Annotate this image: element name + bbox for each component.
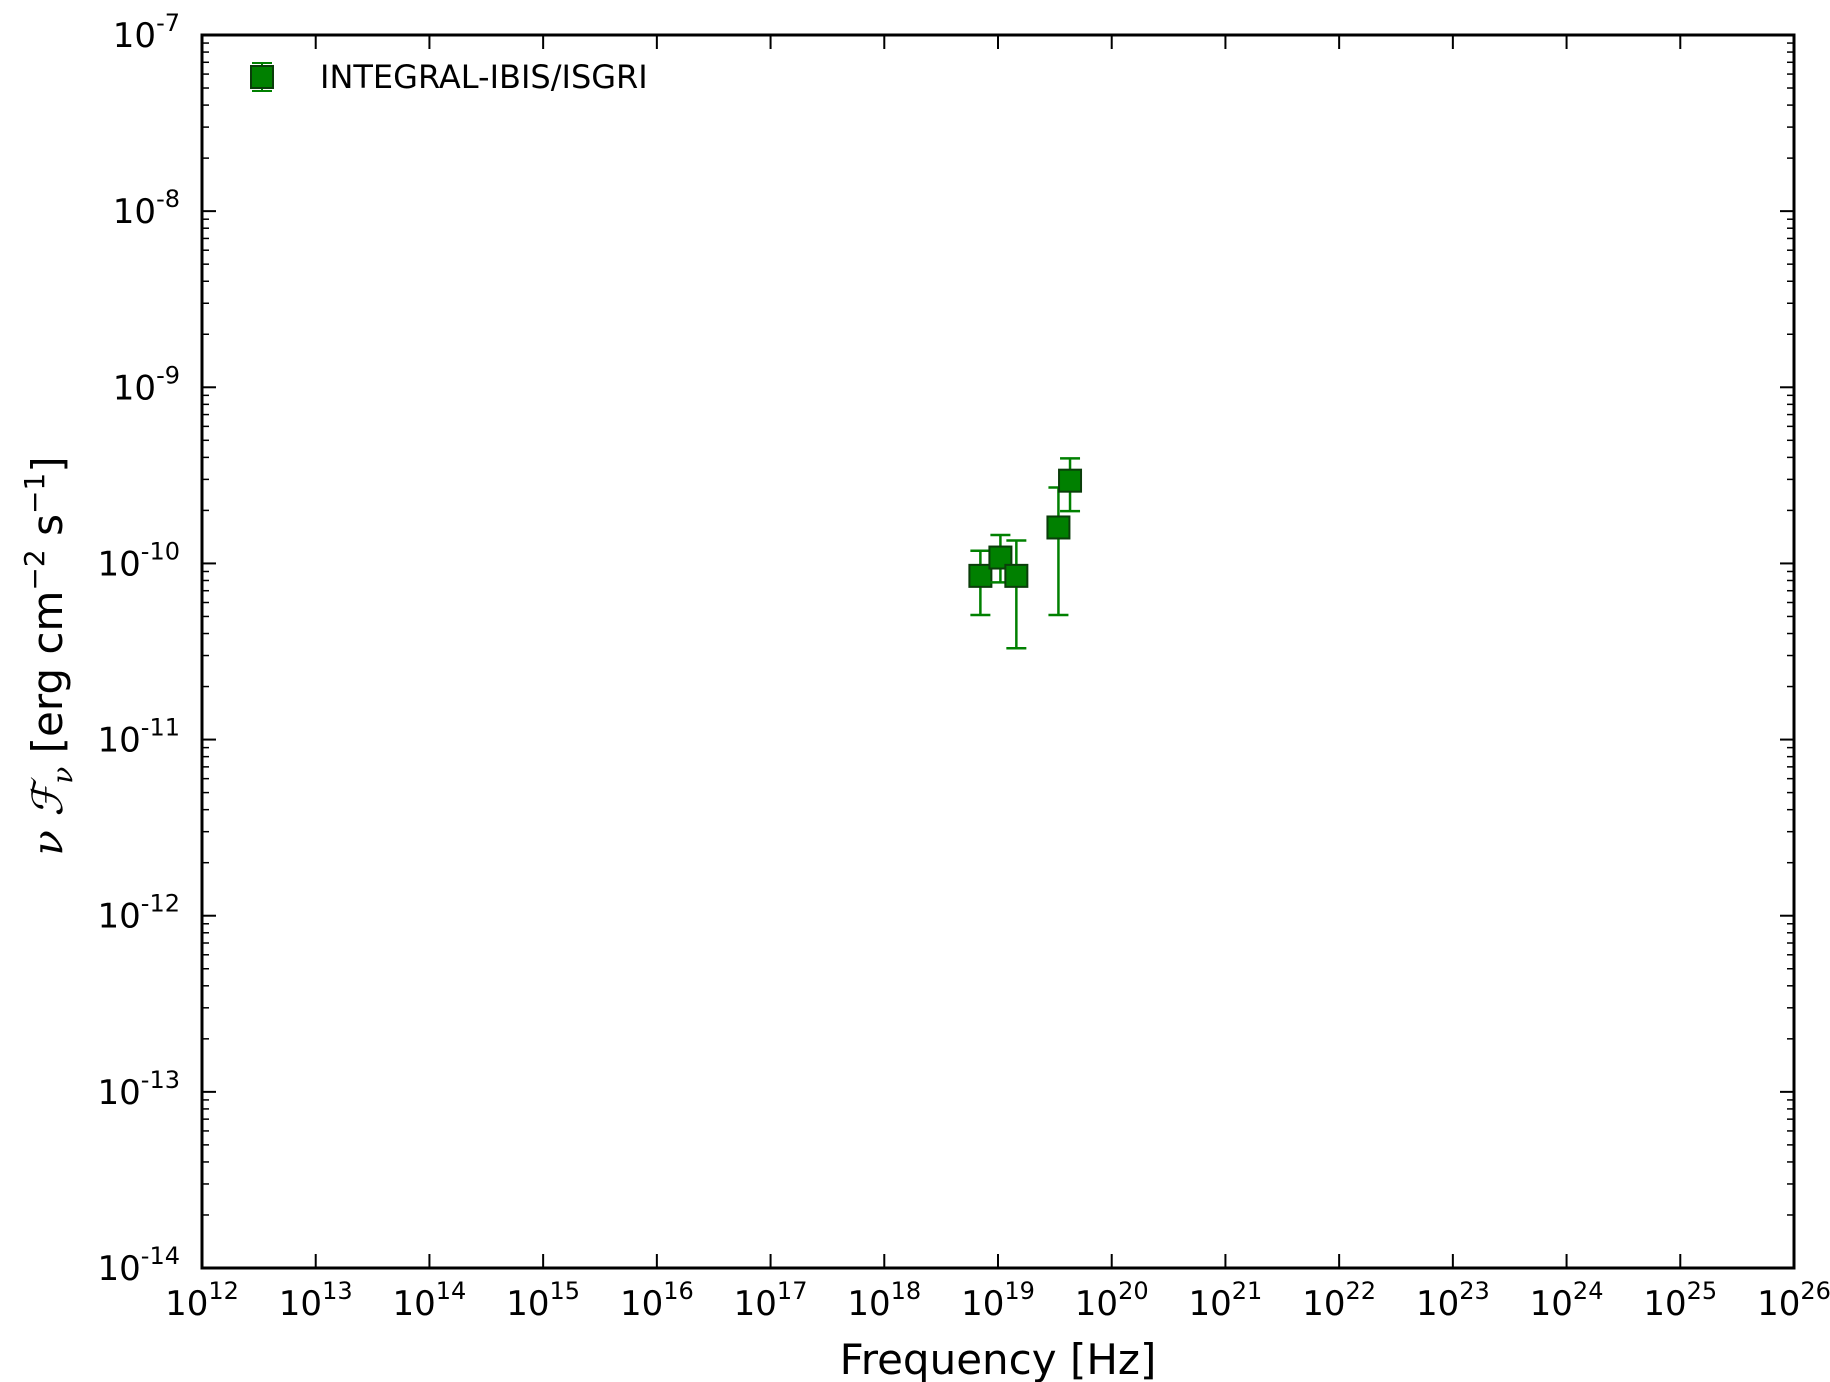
- x-tick-label: 1017: [734, 1277, 808, 1324]
- y-tick-label-exp: -9: [156, 361, 180, 389]
- x-tick-label-exp: 14: [436, 1277, 467, 1305]
- x-tick-label: 1025: [1643, 1277, 1717, 1324]
- data-point: [1058, 457, 1083, 513]
- x-tick-label-exp: 17: [777, 1277, 808, 1305]
- y-axis-title-units-open: [erg cm: [23, 591, 72, 767]
- y-axis-title-exp2: −1: [18, 473, 51, 514]
- x-tick-label-exp: 26: [1800, 1277, 1830, 1305]
- x-tick-label-exp: 18: [891, 1277, 922, 1305]
- x-axis-title: Frequency [Hz]: [840, 1335, 1157, 1382]
- data-layer: [968, 457, 1083, 650]
- y-tick-label-base: 10: [98, 897, 141, 937]
- y-axis-title: ν ℱν [erg cm−2 s−1]: [18, 456, 79, 855]
- y-axis-title-math: ν ℱ: [23, 777, 72, 856]
- y-tick-label-exp: -14: [141, 1242, 180, 1270]
- y-tick-label-exp: -10: [141, 537, 180, 565]
- data-point-marker: [1004, 563, 1029, 588]
- x-tick-label: 1020: [1075, 1277, 1149, 1324]
- x-tick-label: 1018: [847, 1277, 921, 1324]
- x-tick-label-base: 10: [1075, 1284, 1118, 1324]
- y-tick-label-exp: -7: [156, 9, 180, 37]
- x-tick-label-base: 10: [1302, 1284, 1345, 1324]
- y-axis-title-units-close: ]: [23, 456, 72, 472]
- x-tick-label-base: 10: [847, 1284, 890, 1324]
- x-tick-label-exp: 13: [322, 1277, 353, 1305]
- y-axis-title-sub: ν: [46, 767, 79, 784]
- y-tick-label: 10-8: [113, 185, 180, 232]
- x-tick-label-exp: 21: [1232, 1277, 1263, 1305]
- x-tick-label-base: 10: [961, 1284, 1004, 1324]
- y-tick-label: 10-9: [113, 361, 180, 408]
- x-tick-label: 1023: [1416, 1277, 1490, 1324]
- x-tick-label-base: 10: [279, 1284, 322, 1324]
- data-point-marker: [1058, 468, 1083, 493]
- x-tick-labels: 1012 1013 1014 1015 1016 1017 1018 1019 1020 1021…: [165, 1277, 1830, 1324]
- y-axis-title-exp1: −2: [18, 549, 51, 590]
- y-tick-label-exp: -12: [141, 890, 180, 918]
- x-tick-label-base: 10: [1530, 1284, 1573, 1324]
- y-tick-label: 10-10: [98, 537, 180, 584]
- y-tick-label: 10-12: [98, 890, 180, 937]
- y-tick-label: 10-13: [98, 1066, 180, 1113]
- y-tick-label: 10-14: [98, 1242, 180, 1289]
- data-point-marker: [988, 545, 1013, 570]
- y-tick-label-exp: -11: [141, 714, 180, 742]
- x-tick-label-base: 10: [1189, 1284, 1232, 1324]
- x-tick-label: 1014: [393, 1277, 467, 1324]
- x-tick-label: 1012: [165, 1277, 239, 1324]
- x-tick-label-exp: 16: [663, 1277, 694, 1305]
- x-tick-label-exp: 12: [208, 1277, 239, 1305]
- y-tick-label: 10-7: [113, 9, 180, 56]
- legend-marker: [250, 65, 274, 89]
- x-tick-label-exp: 25: [1687, 1277, 1718, 1305]
- x-tick-label: 1026: [1757, 1277, 1830, 1324]
- y-tick-label-exp: -13: [141, 1066, 180, 1094]
- x-tick-label: 1021: [1189, 1277, 1263, 1324]
- data-point-marker: [1046, 515, 1071, 540]
- x-tick-label: 1015: [506, 1277, 580, 1324]
- y-tick-label-base: 10: [113, 368, 156, 408]
- y-tick-label-base: 10: [113, 16, 156, 56]
- y-tick-label-exp: -8: [156, 185, 180, 213]
- data-point-marker: [968, 563, 993, 588]
- x-tick-label-base: 10: [393, 1284, 436, 1324]
- x-tick-label-base: 10: [620, 1284, 663, 1324]
- x-tick-label-exp: 23: [1459, 1277, 1490, 1305]
- x-tick-label-base: 10: [1643, 1284, 1686, 1324]
- x-tick-label-exp: 19: [1004, 1277, 1035, 1305]
- x-tick-label-base: 10: [165, 1284, 208, 1324]
- x-tick-label: 1024: [1530, 1277, 1604, 1324]
- major-ticks: [201, 34, 1795, 1269]
- x-tick-label: 1022: [1302, 1277, 1376, 1324]
- x-tick-label-base: 10: [1416, 1284, 1459, 1324]
- y-tick-label-base: 10: [113, 192, 156, 232]
- plot-frame: [200, 33, 1796, 1270]
- y-tick-label-base: 10: [98, 1073, 141, 1113]
- x-tick-label-exp: 24: [1573, 1277, 1604, 1305]
- x-tick-label-base: 10: [506, 1284, 549, 1324]
- legend: INTEGRAL-IBIS/ISGRI: [250, 58, 648, 96]
- x-tick-label-exp: 15: [550, 1277, 581, 1305]
- data-point: [1004, 539, 1029, 650]
- data-point: [988, 533, 1013, 584]
- legend-label: INTEGRAL-IBIS/ISGRI: [320, 58, 648, 96]
- x-tick-label: 1013: [279, 1277, 353, 1324]
- x-tick-label-exp: 22: [1346, 1277, 1377, 1305]
- y-axis-title-mid: s: [23, 514, 72, 549]
- x-tick-label-base: 10: [1757, 1284, 1800, 1324]
- x-tick-label: 1016: [620, 1277, 694, 1324]
- y-tick-label: 10-11: [98, 714, 180, 761]
- data-point: [968, 549, 993, 617]
- y-tick-label-base: 10: [98, 721, 141, 761]
- y-tick-label-base: 10: [98, 1249, 141, 1289]
- x-tick-label-base: 10: [734, 1284, 777, 1324]
- y-tick-label-base: 10: [98, 544, 141, 584]
- x-tick-label: 1019: [961, 1277, 1035, 1324]
- x-tick-label-exp: 20: [1118, 1277, 1149, 1305]
